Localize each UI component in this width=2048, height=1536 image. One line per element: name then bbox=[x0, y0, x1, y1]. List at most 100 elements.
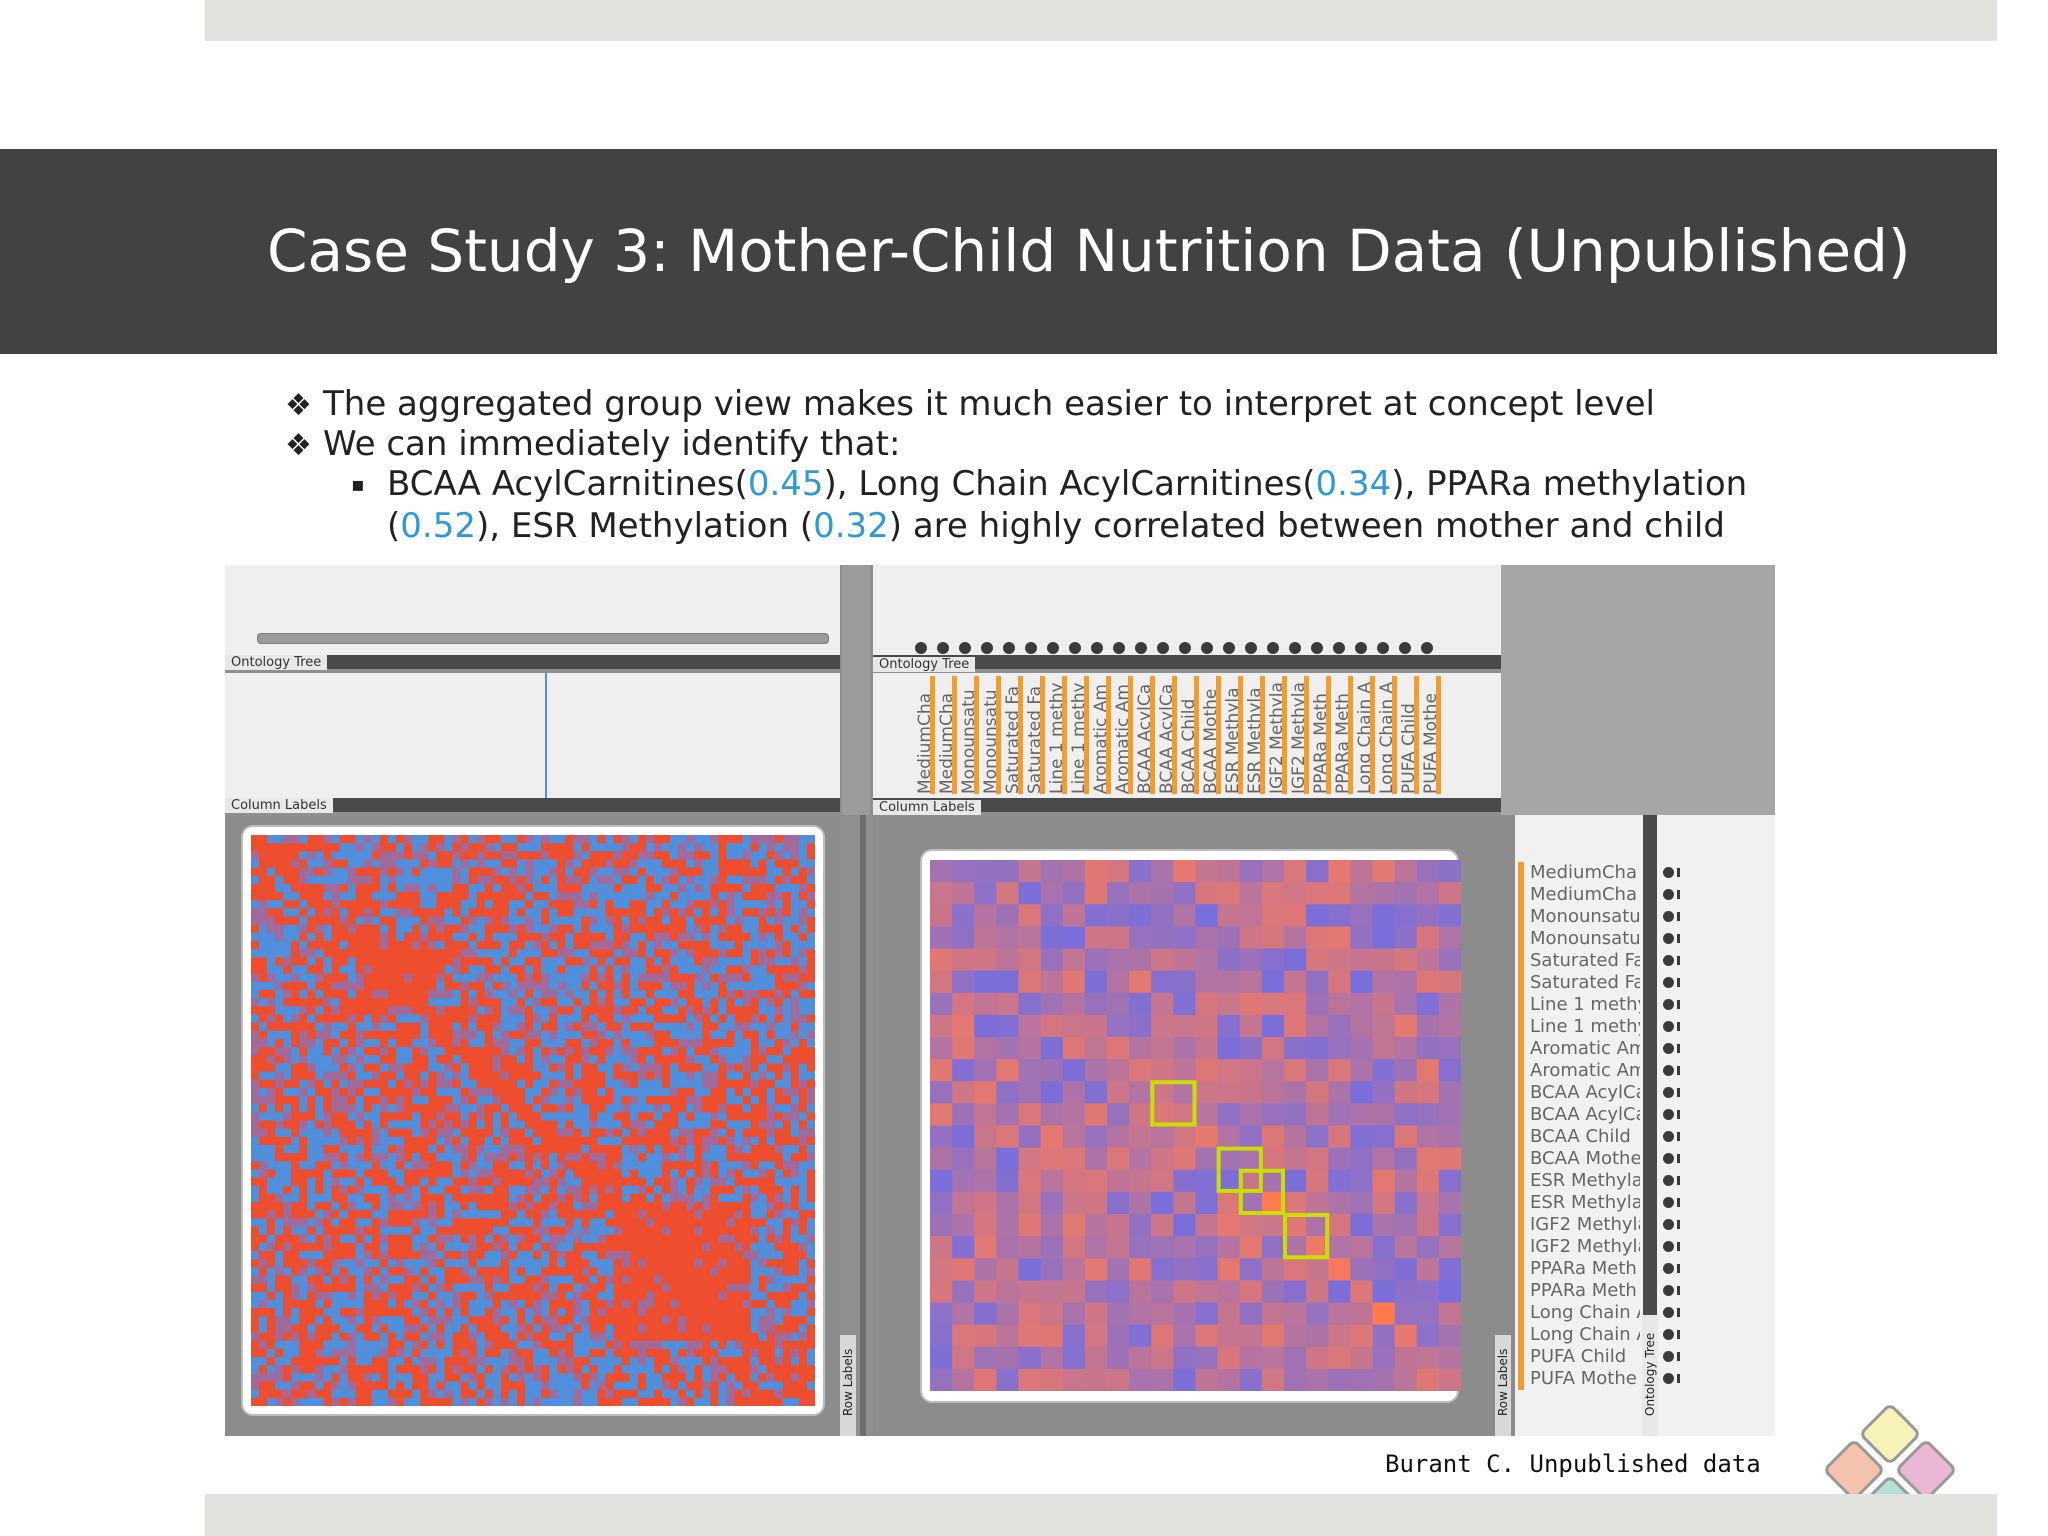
heatmap-cell bbox=[251, 1177, 260, 1187]
heatmap-cell bbox=[404, 859, 413, 869]
heatmap-cell bbox=[629, 932, 639, 942]
heatmap-cell bbox=[500, 1136, 510, 1146]
heatmap-cell bbox=[549, 916, 558, 926]
heatmap-cell bbox=[549, 965, 558, 975]
heatmap-cell bbox=[782, 932, 792, 942]
heatmap-cell bbox=[597, 1096, 607, 1105]
heatmap-cell bbox=[404, 1251, 413, 1260]
heatmap-cell bbox=[533, 867, 542, 877]
heatmap-cell bbox=[307, 1161, 316, 1170]
heatmap-cell bbox=[396, 883, 405, 893]
heatmap-cell bbox=[557, 1348, 566, 1358]
heatmap-cell bbox=[565, 1096, 574, 1105]
heatmap-cell bbox=[621, 1218, 631, 1228]
heatmap-cell bbox=[331, 892, 341, 901]
heatmap-cell bbox=[259, 1226, 268, 1236]
heatmap-cell bbox=[645, 1210, 655, 1219]
heatmap-cell bbox=[653, 1022, 663, 1032]
heatmap-cell bbox=[589, 1251, 598, 1260]
heatmap-cell bbox=[275, 1324, 284, 1334]
heatmap-cell bbox=[508, 1112, 518, 1121]
heatmap-cell bbox=[444, 875, 453, 885]
heatmap-cell bbox=[267, 1275, 276, 1285]
heatmap-cell bbox=[661, 1242, 671, 1252]
heatmap-cell bbox=[283, 1112, 292, 1121]
heatmap-cell bbox=[307, 892, 316, 901]
left-splitter[interactable] bbox=[842, 565, 870, 815]
heatmap-cell bbox=[387, 1373, 397, 1383]
heatmap-cell bbox=[396, 900, 405, 909]
heatmap-cell bbox=[283, 949, 292, 958]
heatmap-cell bbox=[758, 1251, 768, 1260]
heatmap-cell bbox=[371, 998, 381, 1007]
heatmap-cell bbox=[645, 1120, 655, 1130]
heatmap-cell bbox=[371, 892, 381, 901]
heatmap-cell bbox=[694, 1161, 703, 1170]
heatmap-cell bbox=[798, 1397, 808, 1406]
heatmap-cell bbox=[573, 859, 582, 869]
left-heatmap[interactable] bbox=[251, 835, 815, 1406]
right-heatmap[interactable] bbox=[930, 860, 1461, 1391]
heatmap-cell bbox=[251, 924, 260, 934]
heatmap-cell bbox=[387, 1218, 397, 1228]
heatmap-cell bbox=[597, 1112, 607, 1121]
heatmap-cell bbox=[645, 1030, 655, 1040]
heatmap-cell bbox=[396, 973, 405, 983]
heatmap-cell bbox=[629, 892, 639, 901]
heatmap-cell bbox=[323, 859, 333, 869]
heatmap-cell bbox=[653, 1136, 663, 1146]
heatmap-cell bbox=[549, 1267, 558, 1276]
heatmap-cell bbox=[347, 1291, 357, 1301]
heatmap-cell bbox=[597, 1226, 607, 1236]
heatmap-cell bbox=[524, 1153, 534, 1162]
heatmap-cell bbox=[508, 1234, 518, 1244]
heatmap-cell bbox=[251, 1283, 260, 1293]
heatmap-cell bbox=[734, 1389, 743, 1399]
heatmap-cell bbox=[307, 1055, 316, 1064]
heatmap-cell bbox=[508, 1079, 518, 1089]
heatmap-cell bbox=[307, 949, 316, 958]
heatmap-cell bbox=[621, 1177, 631, 1187]
heatmap-cell bbox=[734, 1112, 743, 1121]
heatmap-cell bbox=[404, 1275, 413, 1285]
heatmap-cell bbox=[436, 1022, 445, 1032]
heatmap-cell bbox=[718, 965, 727, 975]
column-label: IGF2 Methyla bbox=[1289, 676, 1309, 794]
heatmap-cell bbox=[412, 949, 421, 958]
heatmap-cell bbox=[524, 1348, 534, 1358]
heatmap-cell bbox=[291, 1047, 300, 1056]
heatmap-cell bbox=[613, 1308, 623, 1317]
heatmap-cell bbox=[387, 957, 397, 967]
heatmap-cell bbox=[686, 859, 695, 869]
heatmap-cell bbox=[782, 1104, 792, 1113]
heatmap-cell bbox=[251, 1112, 260, 1121]
heatmap-cell bbox=[613, 1291, 623, 1301]
heatmap-cell bbox=[267, 1373, 276, 1383]
diamond-bullet-icon: ❖ bbox=[285, 388, 312, 423]
heatmap-cell bbox=[524, 973, 534, 983]
heatmap-cell bbox=[396, 1193, 405, 1203]
heatmap-cell bbox=[605, 1112, 615, 1121]
left-tree-scrollbar[interactable] bbox=[257, 633, 829, 644]
heatmap-cell bbox=[806, 1210, 815, 1219]
heatmap-cell bbox=[347, 924, 357, 934]
heatmap-cell bbox=[476, 1144, 486, 1154]
heatmap-cell bbox=[379, 949, 389, 958]
heatmap-cell bbox=[444, 1218, 453, 1228]
heatmap-cell bbox=[774, 1357, 784, 1366]
heatmap-cell bbox=[363, 1210, 373, 1219]
heatmap-cell bbox=[307, 1365, 316, 1374]
heatmap-cell bbox=[686, 1365, 695, 1374]
heatmap-cell bbox=[412, 1193, 421, 1203]
heatmap-cell bbox=[299, 998, 308, 1007]
heatmap-cell bbox=[549, 1096, 558, 1105]
heatmap-cell bbox=[436, 1161, 445, 1170]
heatmap-cell bbox=[468, 989, 478, 999]
heatmap-cell bbox=[533, 875, 542, 885]
heatmap-cell bbox=[428, 998, 437, 1007]
heatmap-cell bbox=[653, 965, 663, 975]
heatmap-cell bbox=[621, 835, 631, 844]
heatmap-cell bbox=[323, 1365, 333, 1374]
heatmap-cell bbox=[251, 1210, 260, 1219]
heatmap-cell bbox=[806, 1112, 815, 1121]
